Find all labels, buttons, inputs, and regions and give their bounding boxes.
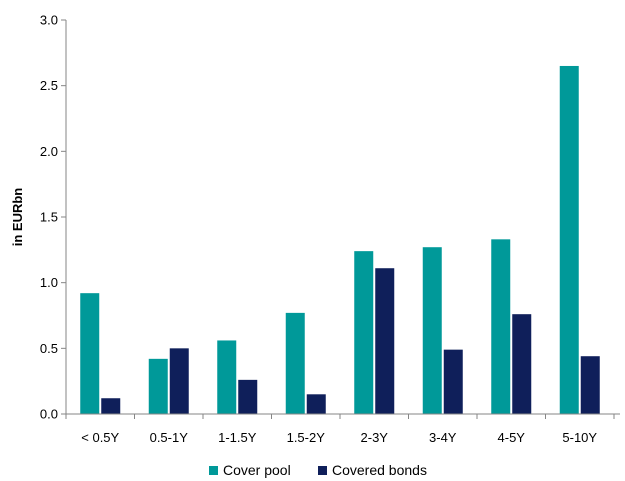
bar-cover-pool-5	[422, 247, 442, 414]
x-tick-label: 2-3Y	[361, 430, 389, 445]
bar-covered-bonds-2	[238, 379, 258, 414]
bar-cover-pool-3	[285, 312, 305, 414]
x-tick-label: 0.5-1Y	[150, 430, 189, 445]
x-tick-label: < 0.5Y	[81, 430, 119, 445]
x-tick-label: 3-4Y	[429, 430, 457, 445]
bars-group	[80, 65, 600, 414]
bar-covered-bonds-6	[512, 314, 532, 414]
bar-cover-pool-7	[559, 65, 579, 414]
bar-covered-bonds-0	[101, 398, 121, 414]
x-tick-label: 4-5Y	[498, 430, 526, 445]
bar-covered-bonds-3	[306, 394, 326, 414]
y-tick-label: 2.0	[40, 144, 58, 159]
bar-covered-bonds-7	[580, 356, 600, 414]
bar-cover-pool-0	[80, 293, 100, 414]
bar-cover-pool-6	[491, 239, 511, 414]
bar-cover-pool-4	[354, 251, 374, 414]
legend-label-covered-bonds: Covered bonds	[332, 462, 427, 478]
y-tick-label: 1.5	[40, 210, 58, 225]
y-tick-label: 0.0	[40, 407, 58, 422]
legend-label-cover-pool: Cover pool	[223, 462, 291, 478]
x-tick-label: 5-10Y	[562, 430, 597, 445]
legend-swatch-cover-pool	[209, 466, 218, 475]
bar-covered-bonds-5	[443, 349, 463, 414]
y-tick-label: 0.5	[40, 341, 58, 356]
bar-cover-pool-2	[217, 340, 237, 414]
legend: Cover pool Covered bonds	[209, 462, 427, 478]
legend-swatch-covered-bonds	[318, 466, 327, 475]
y-tick-label: 3.0	[40, 13, 58, 28]
bar-covered-bonds-4	[375, 268, 395, 414]
y-tick-label: 2.5	[40, 78, 58, 93]
x-tick-label: 1.5-2Y	[287, 430, 326, 445]
y-axis-title: in EURbn	[10, 188, 25, 247]
bar-cover-pool-1	[148, 358, 168, 414]
bar-covered-bonds-1	[169, 348, 189, 414]
y-tick-label: 1.0	[40, 275, 58, 290]
x-tick-label: 1-1.5Y	[218, 430, 257, 445]
axes-group: 0.0 0.5 1.0 1.5 2.0 2.5 3.0 < 0.5Y 0.5-1Y 1-1.5Y 1…	[40, 13, 620, 445]
